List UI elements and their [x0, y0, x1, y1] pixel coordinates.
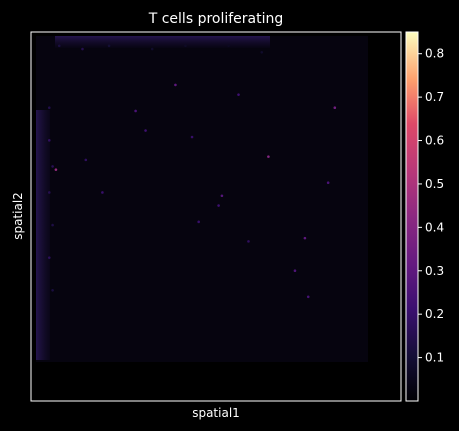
- chart-title: T cells proliferating: [148, 11, 284, 27]
- data-point: [47, 191, 51, 194]
- data-point: [101, 191, 104, 194]
- data-point: [220, 194, 224, 198]
- data-points: [47, 44, 337, 299]
- data-point: [303, 236, 307, 240]
- data-point: [134, 109, 137, 113]
- data-point: [267, 155, 270, 158]
- plot-area: [30, 31, 402, 402]
- colorbar-tick-label: 0.6: [425, 134, 444, 148]
- tissue-left-band: [36, 110, 50, 360]
- colorbar-tick-label: 0.1: [425, 351, 444, 365]
- data-point: [190, 135, 194, 139]
- data-point: [51, 165, 54, 168]
- data-point: [184, 44, 187, 48]
- data-point: [197, 220, 200, 224]
- data-point: [54, 168, 58, 171]
- colorbar-tick-label: 0.3: [425, 264, 444, 278]
- colorbar-frame: [405, 31, 419, 402]
- data-point: [217, 204, 220, 207]
- plot-frame: [30, 31, 402, 402]
- data-point: [51, 288, 54, 292]
- tissue-top-band: [55, 36, 270, 48]
- colorbar-tick-label: 0.5: [425, 177, 444, 191]
- data-point: [293, 269, 297, 273]
- colorbar-ticks: 0.1 0.2 0.3 0.4 0.5 0.6 0.7 0.8: [418, 47, 444, 365]
- data-point: [144, 129, 147, 132]
- colorbar: 0.1 0.2 0.3 0.4 0.5 0.6 0.7 0.8: [405, 31, 444, 402]
- data-point: [107, 44, 111, 48]
- data-point: [306, 295, 310, 299]
- data-point: [150, 47, 154, 51]
- x-axis-label: spatial1: [192, 406, 240, 420]
- tissue-region: [36, 36, 368, 362]
- colorbar-tick-label: 0.7: [425, 90, 444, 104]
- colorbar-tick-label: 0.2: [425, 307, 444, 321]
- colorbar-gradient: [406, 32, 418, 401]
- data-point: [237, 93, 240, 96]
- colorbar-tick-label: 0.4: [425, 220, 444, 234]
- y-axis-label: spatial2: [11, 192, 25, 240]
- data-point: [227, 44, 230, 48]
- data-point: [47, 106, 51, 110]
- data-point: [247, 240, 250, 243]
- data-point: [57, 44, 61, 48]
- data-point: [333, 106, 337, 110]
- data-point: [47, 139, 51, 142]
- data-point: [47, 256, 51, 259]
- data-point: [84, 158, 88, 162]
- data-point: [326, 181, 330, 184]
- data-point: [81, 47, 84, 51]
- data-point: [260, 51, 264, 54]
- colorbar-tick-label: 0.8: [425, 47, 444, 61]
- data-point: [174, 83, 177, 87]
- data-point: [51, 223, 54, 227]
